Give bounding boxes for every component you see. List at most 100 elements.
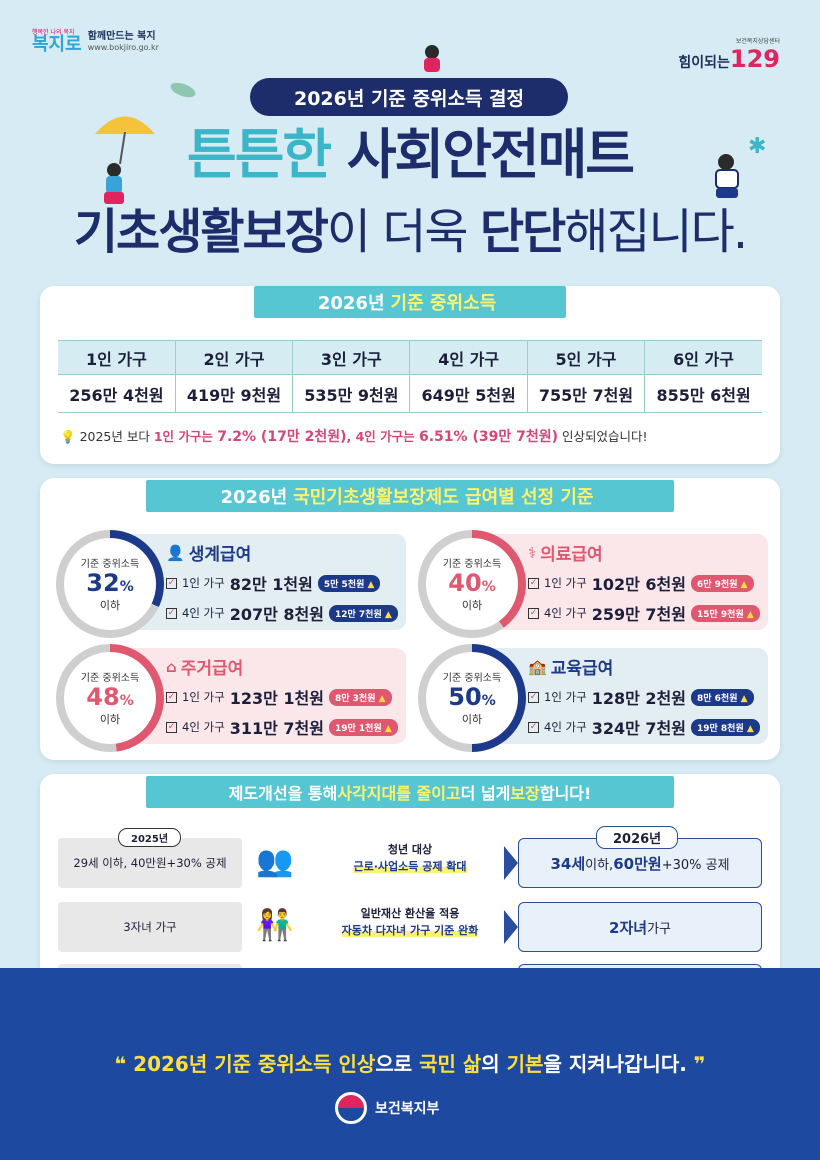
logo-name: 복지로 bbox=[32, 34, 82, 55]
table-cell: 755만 7천원 bbox=[526, 374, 645, 413]
checkbox-icon: ✓ bbox=[166, 607, 177, 619]
slogan: ❝ 2026년 기준 중위소득 인상으로 국민 삶의 기본을 지켜나갑니다. ❞ bbox=[0, 1048, 820, 1077]
up-arrow-icon: ▲ bbox=[737, 579, 748, 590]
criteria-ring: 기준 중위소득 50% 이하 bbox=[418, 644, 526, 752]
household-label: 1인 가구 bbox=[182, 690, 225, 704]
benefit-name: 생계급여 bbox=[188, 545, 252, 565]
benefit-title: ⚕ 의료급여 bbox=[528, 540, 768, 566]
school-icon: 🏫 bbox=[528, 657, 547, 676]
checkbox-icon: ✓ bbox=[166, 721, 177, 733]
ring-label: 기준 중위소득 bbox=[442, 673, 502, 685]
new-b: 가구 bbox=[647, 921, 671, 937]
benefit-amount: 311만 7천원 bbox=[229, 719, 324, 738]
arrow-right-icon bbox=[504, 910, 518, 944]
reform-title-a: 제도개선을 통해 bbox=[228, 784, 338, 803]
increase-value: 19만 1천원 bbox=[334, 723, 382, 734]
up-arrow-icon: ▲ bbox=[743, 609, 754, 620]
quote-open-icon: ❝ bbox=[114, 1052, 134, 1076]
benefit-title: 🏫 교육급여 bbox=[528, 654, 768, 680]
table-cell: 535만 9천원 bbox=[292, 374, 410, 413]
increase-badge: 8만 3천원 ▲ bbox=[328, 688, 392, 706]
slogan-b: 으로 bbox=[375, 1052, 420, 1076]
quote-close-icon: ❞ bbox=[686, 1052, 706, 1076]
reform-item-sub: 자동차 다자녀 가구 기준 완화 bbox=[341, 923, 479, 937]
taegeuk-emblem-icon bbox=[335, 1092, 367, 1124]
table-header: 2인 가구 bbox=[174, 340, 293, 375]
median-title-year: 2026년 bbox=[317, 293, 385, 314]
benefit-amount: 123만 1천원 bbox=[229, 689, 324, 708]
percent-value: 50 bbox=[448, 683, 482, 712]
jumping-kid-illustration bbox=[715, 154, 739, 198]
up-arrow-icon: ▲ bbox=[364, 579, 375, 590]
checkbox-icon: ✓ bbox=[528, 577, 539, 589]
increase-value: 15만 9천원 bbox=[696, 609, 744, 620]
ring-percent: 50% bbox=[448, 684, 495, 710]
benefit-row-4: ✓ 4인 가구 259만 7천원 15만 9천원 ▲ bbox=[528, 601, 768, 625]
reform-item-title: 청년 대상 bbox=[387, 843, 433, 856]
table-row: 256만 4천원 419만 9천원 535만 9천원 649만 5천원 755만… bbox=[58, 374, 762, 413]
percent-sign: % bbox=[119, 579, 134, 596]
benefits-title: 2026년 국민기초생활보장제도 급여별 선정 기준 bbox=[146, 480, 674, 512]
ring-inner: 기준 중위소득 32% 이하 bbox=[64, 538, 156, 630]
increase-value: 5만 5천원 bbox=[323, 579, 365, 590]
benefit-row-1: ✓ 1인 가구 82만 1천원 5만 5천원 ▲ bbox=[166, 571, 406, 595]
new-year-tag: 2026년 bbox=[596, 826, 679, 849]
household-label: 4인 가구 bbox=[544, 606, 587, 620]
benefit-amount: 207만 8천원 bbox=[229, 605, 324, 624]
checkbox-icon: ✓ bbox=[528, 691, 539, 703]
increase-badge: 19만 1천원 ▲ bbox=[328, 718, 398, 736]
new-d: +30% 공제 bbox=[661, 857, 730, 873]
note-b: 1인 가구는 bbox=[153, 429, 218, 444]
headline-1-b: 사회안전매트 bbox=[346, 123, 635, 186]
up-arrow-icon: ▲ bbox=[381, 609, 392, 620]
stethoscope-icon: ⚕ bbox=[528, 543, 537, 562]
slogan-d: 의 bbox=[481, 1052, 507, 1076]
checkbox-icon: ✓ bbox=[528, 721, 539, 733]
sparkle-icon: ✱ bbox=[748, 134, 767, 159]
increase-badge: 12만 7천원 ▲ bbox=[328, 604, 398, 622]
children-icon: 👫 bbox=[256, 908, 294, 943]
table-cell: 256만 4천원 bbox=[58, 374, 176, 413]
house-icon: ⌂ bbox=[166, 657, 177, 676]
ring-suffix: 이하 bbox=[99, 712, 121, 726]
benefit-row-1: ✓ 1인 가구 128만 2천원 8만 6천원 ▲ bbox=[528, 685, 768, 709]
ministry-logo: 보건복지부 bbox=[335, 1092, 439, 1124]
household-label: 4인 가구 bbox=[544, 720, 587, 734]
umbrella-kid-illustration bbox=[95, 116, 155, 204]
slogan-c: 국민 삶 bbox=[419, 1052, 482, 1076]
table-cell: 419만 9천원 bbox=[174, 374, 293, 413]
lightbulb-icon: 💡 bbox=[60, 429, 76, 444]
increase-value: 19만 8천원 bbox=[696, 723, 744, 734]
slogan-e: 기본 bbox=[506, 1052, 544, 1076]
household-label: 4인 가구 bbox=[182, 606, 225, 620]
new-criteria: 2자녀 가구 bbox=[518, 902, 762, 952]
benefits-title-year: 2026년 bbox=[220, 487, 288, 508]
up-arrow-icon: ▲ bbox=[737, 693, 748, 704]
ring-percent: 32% bbox=[86, 570, 133, 596]
increase-value: 8만 3천원 bbox=[334, 693, 376, 704]
reform-title-c: 더 넓게 bbox=[460, 784, 511, 803]
old-criteria: 3자녀 가구 bbox=[58, 902, 242, 952]
increase-badge: 6만 9천원 ▲ bbox=[690, 574, 754, 592]
benefit-row-1: ✓ 1인 가구 102만 6천원 6만 9천원 ▲ bbox=[528, 571, 768, 595]
household-label: 1인 가구 bbox=[182, 576, 225, 590]
headline-1-a: 튼튼한 bbox=[187, 123, 347, 186]
percent-value: 48 bbox=[86, 683, 120, 712]
table-header-row: 1인 가구 2인 가구 3인 가구 4인 가구 5인 가구 6인 가구 bbox=[58, 340, 762, 375]
benefit-row-4: ✓ 4인 가구 207만 8천원 12만 7천원 ▲ bbox=[166, 601, 406, 625]
logo-url: www.bokjiro.go.kr bbox=[87, 43, 159, 53]
ring-label: 기준 중위소득 bbox=[80, 673, 140, 685]
ministry-name: 보건복지부 bbox=[375, 1101, 440, 1117]
hotline-text: 힘이되는 bbox=[678, 55, 730, 71]
leaf-icon bbox=[170, 82, 196, 98]
ring-inner: 기준 중위소득 40% 이하 bbox=[426, 538, 518, 630]
table-header: 3인 가구 bbox=[292, 340, 410, 375]
note-d: , 4인 가구는 bbox=[346, 429, 419, 444]
hotline-small: 보건복지상담센터 bbox=[735, 38, 780, 45]
old-year-tag: 2025년 bbox=[118, 828, 182, 847]
hotline-129-logo: 보건복지상담센터 힘이되는129 bbox=[678, 36, 780, 73]
ring-suffix: 이하 bbox=[461, 598, 483, 612]
table-cell: 649만 5천원 bbox=[409, 374, 528, 413]
reform-item-title: 일반재산 환산율 적용 bbox=[360, 907, 460, 920]
